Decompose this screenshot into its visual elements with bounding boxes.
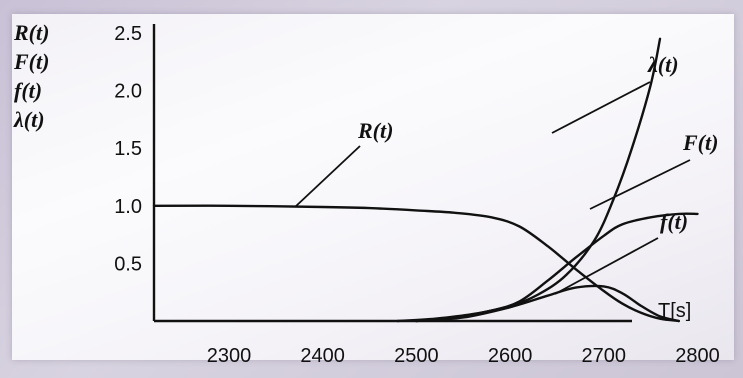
leader-line — [551, 81, 651, 134]
y-tick-label: 2.0 — [114, 81, 142, 103]
y-axis-label-line: F(t) — [13, 49, 49, 74]
x-tick-label: 2700 — [582, 345, 627, 367]
x-axis-title: T[s] — [658, 300, 691, 322]
curve-label: λ(t) — [647, 52, 679, 77]
curve-ft — [415, 212, 699, 323]
y-axis-label-line: λ(t) — [13, 107, 45, 132]
y-tick-labels: 2.5 2.0 1.5 1.0 0.5 — [114, 23, 142, 275]
y-tick-label: 0.5 — [114, 253, 142, 275]
leader-line — [554, 237, 659, 295]
curve-t — [396, 37, 662, 323]
curve-label: F(t) — [682, 130, 718, 155]
y-axis-label-line: f(t) — [14, 78, 42, 103]
curve-label: f(t) — [660, 209, 688, 234]
x-tick-label: 2300 — [207, 345, 252, 367]
y-axis-label-line: R(t) — [13, 20, 49, 45]
curve-ft — [415, 284, 680, 323]
curve-label: R(t) — [357, 118, 393, 143]
x-tick-label: 2400 — [300, 345, 345, 367]
curve-rt — [152, 204, 680, 323]
chart-paper — [12, 14, 734, 360]
curve-labels: R(t) F(t) f(t) λ(t) — [294, 52, 718, 295]
x-tick-label: 2800 — [675, 345, 720, 367]
x-tick-labels: 2300 2400 2500 2600 2700 2800 — [207, 345, 720, 367]
series-curves — [152, 37, 699, 323]
leader-line — [589, 159, 691, 210]
leader-line — [294, 145, 361, 208]
x-tick-label: 2500 — [394, 345, 439, 367]
x-tick-label: 2600 — [488, 345, 533, 367]
y-tick-label: 1.5 — [114, 138, 142, 160]
y-tick-label: 2.5 — [114, 23, 142, 45]
y-tick-label: 1.0 — [114, 196, 142, 218]
y-axis-label-stack: R(t) F(t) f(t) λ(t) — [13, 20, 49, 132]
